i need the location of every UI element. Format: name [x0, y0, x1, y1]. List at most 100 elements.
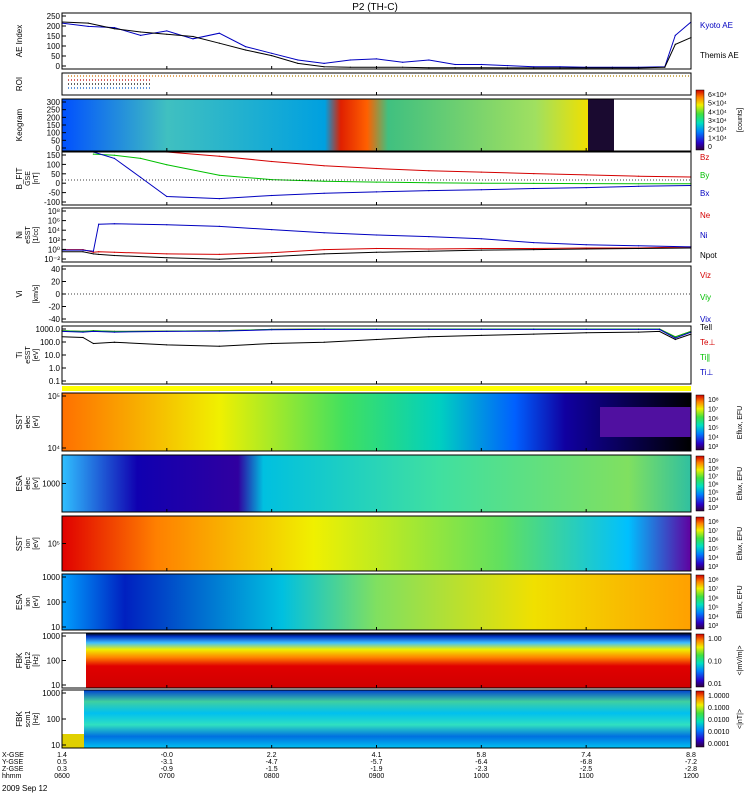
sst_e-colorbar — [695, 394, 705, 451]
ti-point-0-13 — [638, 331, 640, 333]
vi-legend-0: Viz — [700, 271, 711, 280]
ti-point-0-2 — [92, 342, 94, 345]
fbk_b-colorbar-tick-4: 0.0001 — [708, 741, 730, 748]
keogram-colorbar-label: [counts] — [737, 108, 744, 133]
xaxis-value-6-1: -7.2 — [685, 759, 697, 766]
xaxis-value-2-2: -1.5 — [266, 766, 278, 773]
esa_e-units: [eV] — [33, 477, 40, 490]
ni-point-1-1 — [82, 249, 84, 251]
bfit-point-0-10 — [533, 173, 535, 175]
bfit-point-2-9 — [480, 189, 482, 191]
xaxis-value-1-1: -3.1 — [161, 759, 173, 766]
bfit-point-0-9 — [480, 171, 482, 173]
ni-ylabel2: eSST — [25, 226, 32, 244]
ae-point-1-3 — [140, 31, 142, 33]
ni-point-2-1 — [82, 251, 84, 253]
ti-point-3-13 — [638, 328, 640, 330]
ni-point-1-13 — [585, 244, 587, 246]
fbk-b-lowfreq-patch — [62, 734, 84, 748]
ti-point-0-8 — [375, 338, 378, 341]
xaxis-row-label-1: Y-GSE — [2, 759, 23, 766]
ni-series-1 — [62, 223, 692, 252]
ae-point-0-17 — [506, 65, 509, 67]
fbk_e-ytick-label-1: 100 — [47, 657, 61, 666]
ni-point-0-8 — [323, 249, 325, 251]
ni-units: [1/cc] — [33, 227, 40, 244]
xaxis-value-3-0: 4.1 — [372, 752, 382, 759]
keogram-ytick-label-4: 100 — [47, 129, 61, 138]
ni-point-0-10 — [428, 248, 430, 250]
ni-point-2-7 — [271, 256, 273, 258]
bfit-ylabel: B_FIT — [15, 167, 24, 189]
ae-point-1-18 — [533, 67, 535, 69]
ti-ytick-label-1: 100.0 — [40, 338, 61, 347]
fbk_b-ytick-label-2: 10 — [51, 741, 60, 750]
ni-point-1-12 — [533, 242, 535, 244]
bfit-ytick-label-2: 50 — [51, 170, 60, 179]
keogram-ytick-label-6: 0 — [56, 144, 61, 153]
ae-point-0-5 — [192, 38, 194, 40]
fbk_e-ylabel2: efp12 — [25, 652, 32, 670]
ni-point-1-6 — [218, 225, 220, 227]
xaxis-value-6-3: 1200 — [683, 773, 699, 780]
keogram-colorbar-tick-4: 2×10⁴ — [708, 127, 727, 134]
esa_e-ytick-label-0: 1000 — [42, 480, 60, 489]
bfit-legend-2: Bx — [700, 189, 709, 198]
ti-point-3-10 — [480, 328, 482, 330]
bfit-point-2-6 — [323, 192, 325, 194]
bfit-frame — [61, 151, 692, 206]
ti-point-3-2 — [92, 330, 94, 332]
vi-legend-1: Viy — [700, 293, 711, 302]
bfit-point-1-8 — [428, 182, 430, 184]
bfit-point-0-4 — [218, 155, 220, 157]
ni-point-1-7 — [271, 229, 273, 231]
sst_i-heatmap — [62, 516, 691, 571]
ti-ylabel2: eSST — [25, 346, 32, 364]
vi-ytick-label-3: -20 — [48, 303, 60, 312]
bfit-point-0-5 — [271, 160, 273, 163]
xaxis-row-label-0: X-GSE — [2, 752, 24, 759]
esa_i-colorbar-tick-2: 10⁶ — [708, 595, 719, 602]
vi-ytick-label-2: 0 — [56, 290, 61, 299]
vi-units: [km/s] — [33, 285, 40, 304]
fbk_b-units: [Hz] — [33, 713, 40, 726]
xaxis-value-5-0: 7.4 — [581, 752, 591, 759]
sst_e-colorbar-label: Eflux, EFU — [737, 406, 744, 439]
ae-ylabel: AE Index — [15, 25, 24, 57]
esa_e-colorbar — [695, 455, 705, 512]
bfit-point-2-11 — [585, 187, 587, 189]
fbk_e-colorbar-tick-1: 0.10 — [708, 659, 722, 666]
ni-point-1-4 — [113, 223, 115, 225]
bfit-point-1-0 — [92, 153, 94, 155]
xaxis-value-0-3: 0600 — [54, 773, 70, 780]
ti-frame — [61, 325, 692, 385]
bfit-point-0-12 — [638, 175, 640, 177]
sst_i-colorbar-tick-2: 10⁶ — [708, 537, 719, 544]
sst_i-colorbar — [695, 516, 705, 571]
ae-point-1-24 — [674, 43, 676, 46]
ti-ytick-label-4: 0.1 — [49, 377, 61, 386]
sst_i-ylabel: SST — [15, 536, 24, 552]
ae-point-1-7 — [244, 49, 247, 51]
sst_e-ytick-label-1: 10⁴ — [48, 444, 61, 453]
bfit-units: [nT] — [33, 172, 40, 184]
esa_i-colorbar-tick-5: 10³ — [708, 623, 719, 630]
ti-series-0 — [61, 330, 692, 347]
esa_e-ylabel: ESA — [15, 475, 24, 492]
bfit-ytick-label-3: 0 — [56, 179, 61, 188]
fbk_e-colorbar-label: <|mV/m|> — [737, 645, 744, 675]
ni-point-2-3 — [98, 253, 100, 255]
esa_i-units: [eV] — [33, 596, 40, 609]
xaxis-value-2-1: -4.7 — [266, 759, 278, 766]
xaxis-value-6-0: 8.8 — [686, 752, 696, 759]
bfit-ytick-label-0: 150 — [47, 151, 61, 160]
ti-point-3-5 — [218, 330, 220, 332]
bfit-ytick-label-4: -50 — [48, 189, 60, 198]
keogram-colorbar-tick-5: 1×10⁴ — [708, 135, 727, 142]
ae-series-1 — [61, 21, 692, 69]
esa_i-ylabel2: ion — [25, 597, 32, 606]
keogram-ytick-label-0: 300 — [47, 98, 61, 107]
ni-point-2-4 — [113, 254, 115, 257]
ti-point-3-1 — [82, 331, 84, 333]
ti-point-0-1 — [82, 336, 84, 339]
